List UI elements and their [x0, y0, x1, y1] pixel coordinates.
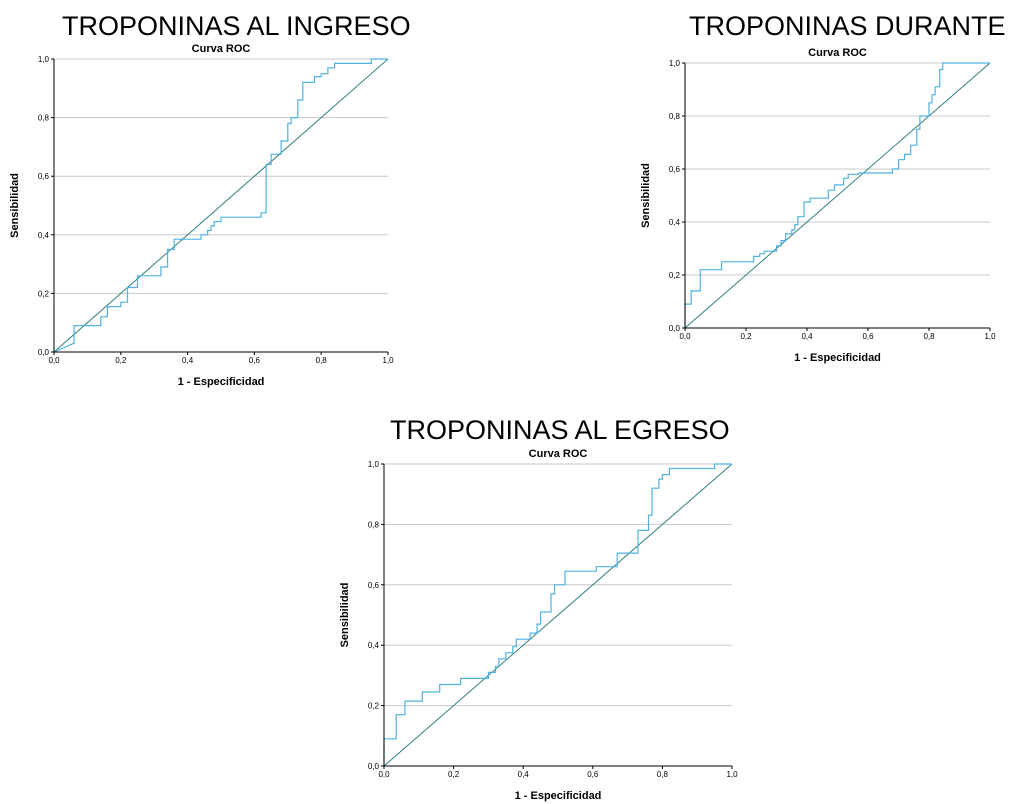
y-tick-label: 0,6 — [38, 172, 50, 181]
x-tick-label: 0,6 — [862, 332, 874, 341]
y-tick-label: 0,0 — [38, 348, 50, 357]
y-tick-label: 0,4 — [368, 641, 380, 650]
y-axis-label: Sensibilidad — [339, 583, 351, 648]
x-tick-label: 0,2 — [740, 332, 752, 341]
x-tick-label: 0,0 — [48, 356, 60, 365]
x-tick-label: 1,0 — [382, 356, 394, 365]
y-tick-label: 1,0 — [669, 59, 681, 68]
x-tick-label: 0,2 — [115, 356, 127, 365]
y-tick-label: 1,0 — [38, 55, 50, 64]
y-tick-label: 0,6 — [368, 581, 380, 590]
y-axis-label: Sensibilidad — [640, 163, 652, 228]
x-tick-label: 0,4 — [518, 770, 530, 779]
chart-title: Curva ROC — [529, 448, 588, 460]
y-tick-label: 0,0 — [669, 324, 681, 333]
x-axis-label: 1 - Especificidad — [178, 376, 265, 388]
panel-title-ingreso: TROPONINAS AL INGRESO — [62, 11, 411, 41]
x-tick-label: 0,8 — [316, 356, 328, 365]
x-tick-label: 1,0 — [726, 770, 738, 779]
x-axis-label: 1 - Especificidad — [794, 352, 881, 364]
reference-line — [53, 58, 389, 353]
y-tick-label: 0,0 — [368, 762, 380, 771]
x-axis-label: 1 - Especificidad — [515, 790, 602, 802]
chart-title: Curva ROC — [808, 47, 867, 59]
x-tick-label: 0,0 — [679, 332, 691, 341]
y-tick-label: 0,6 — [669, 165, 681, 174]
x-tick-label: 0,0 — [378, 770, 390, 779]
x-tick-label: 0,6 — [249, 356, 261, 365]
y-tick-label: 0,2 — [669, 271, 681, 280]
x-tick-label: 0,8 — [657, 770, 669, 779]
y-tick-label: 0,2 — [38, 289, 50, 298]
x-tick-label: 0,4 — [801, 332, 813, 341]
y-tick-label: 1,0 — [368, 460, 380, 469]
chart-title: Curva ROC — [192, 43, 251, 55]
roc-curve — [684, 62, 990, 328]
y-tick-label: 0,4 — [38, 231, 50, 240]
roc-chart-egreso: 0,0 0,2 0,4 0,6 0,8 1,0 0,0 0,2 0,4 0,6 0,8 1,0 Curv… — [339, 448, 738, 802]
panel-title-durante: TROPONINAS DURANTE — [689, 11, 1006, 41]
roc-curve — [383, 463, 732, 766]
y-tick-label: 0,8 — [368, 520, 380, 529]
x-tick-label: 1,0 — [984, 332, 996, 341]
y-tick-label: 0,8 — [669, 112, 681, 121]
reference-line — [383, 463, 733, 767]
roc-curve — [53, 58, 388, 353]
y-tick-label: 0,4 — [669, 218, 681, 227]
roc-chart-ingreso: 0,0 0,2 0,4 0,6 0,8 1,0 0,0 0,2 0,4 0,6 0,8 1,0 Curv… — [9, 43, 394, 388]
x-tick-label: 0,6 — [587, 770, 599, 779]
roc-chart-durante: 0,0 0,2 0,4 0,6 0,8 1,0 0,0 0,2 0,4 0,6 0,8 1,0 Curv… — [640, 47, 996, 364]
x-tick-label: 0,4 — [182, 356, 194, 365]
y-tick-label: 0,8 — [38, 114, 50, 123]
y-axis-label: Sensibilidad — [9, 173, 21, 238]
panel-title-egreso: TROPONINAS AL EGRESO — [390, 415, 730, 445]
x-tick-label: 0,2 — [448, 770, 460, 779]
y-tick-label: 0,2 — [368, 702, 380, 711]
x-tick-label: 0,8 — [923, 332, 935, 341]
reference-line — [684, 62, 991, 329]
